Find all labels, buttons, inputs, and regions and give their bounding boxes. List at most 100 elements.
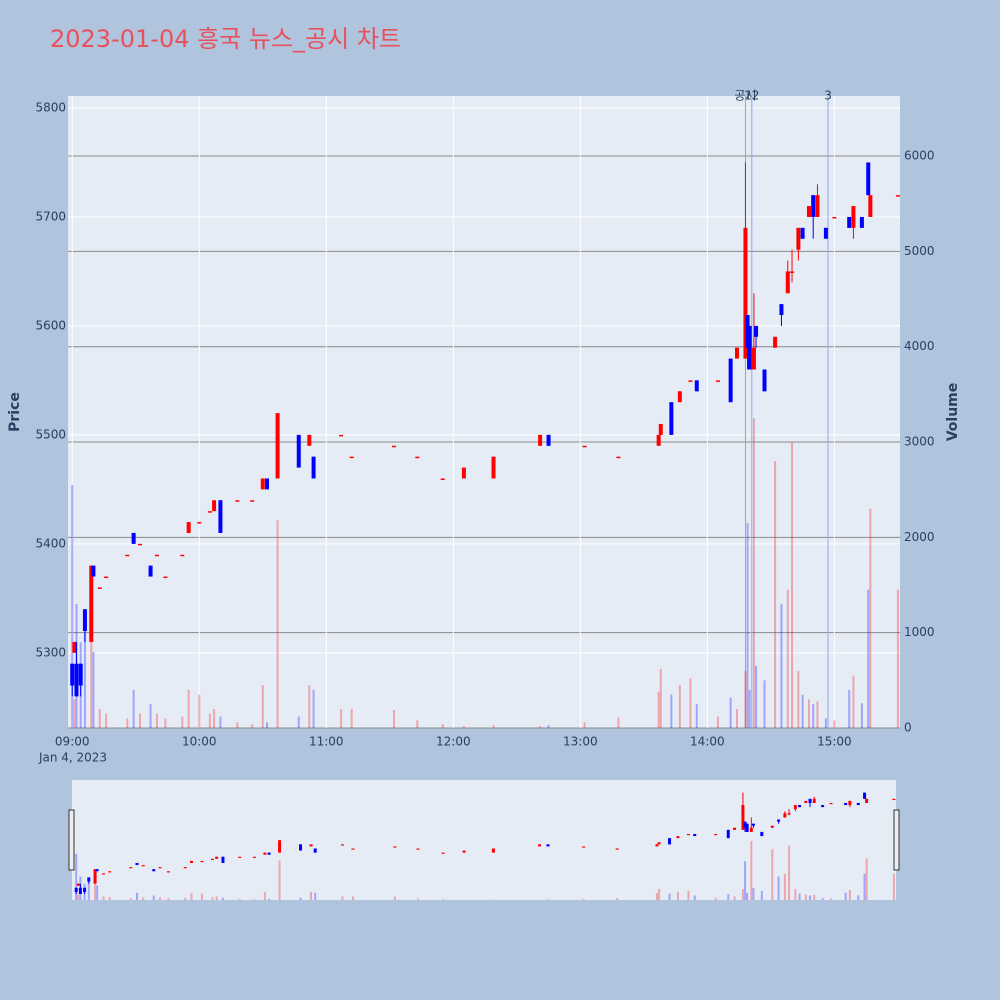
slider-body [351, 848, 355, 850]
volume-bar [812, 704, 815, 728]
candle-body [811, 195, 816, 217]
slider-body [848, 800, 852, 806]
slider-body [829, 802, 833, 805]
slider-body [78, 887, 82, 894]
candle-body [440, 478, 445, 480]
candle-body [137, 543, 142, 546]
candle-body [669, 402, 674, 435]
volume-bar [695, 704, 698, 728]
slider-body [95, 869, 99, 872]
y2-axis-title: Volume [945, 383, 961, 442]
slider-body [777, 819, 781, 822]
candle-body [582, 445, 587, 448]
candle-body [895, 195, 900, 197]
volume-bar [860, 703, 863, 728]
slider-volume [582, 898, 585, 900]
candle-body [715, 380, 720, 382]
slider-volume [546, 899, 549, 900]
slider-volume [159, 897, 162, 900]
candle-body [762, 369, 767, 392]
candle-body [785, 271, 790, 294]
slider-body [441, 852, 445, 854]
candle-body [461, 467, 466, 479]
candle-body [796, 227, 801, 250]
slider-body [787, 813, 791, 815]
slider-body [141, 865, 145, 867]
slider-body [416, 848, 420, 850]
candle-body [656, 434, 661, 446]
volume-bar [763, 680, 766, 728]
candle-body [616, 456, 621, 459]
x-tick-label: 12:00 [436, 735, 471, 749]
candle-body [491, 456, 496, 479]
candle-body [790, 271, 795, 273]
candle-body [747, 325, 752, 370]
slider-volume [777, 876, 780, 900]
candle-body [677, 391, 682, 403]
slider-volume [77, 894, 80, 900]
volume-bar [251, 724, 254, 728]
slider-body [278, 840, 282, 853]
volume-bar [236, 722, 239, 728]
slider-volume [865, 858, 868, 900]
chart-title: 2023-01-04 흥국 뉴스_공시 차트 [50, 25, 401, 53]
annotation-label: 3 [824, 89, 832, 103]
volume-bar [657, 691, 660, 728]
volume-bar [441, 724, 444, 728]
candle-body [728, 358, 733, 403]
slider-volume [668, 893, 671, 900]
slider-body [263, 852, 267, 855]
volume-bar [869, 508, 872, 728]
slider-handle[interactable] [68, 809, 75, 871]
volume-bar [689, 678, 692, 728]
volume-bar [824, 718, 827, 728]
volume-bar [98, 708, 101, 728]
volume-bar [213, 708, 216, 728]
slider-volume [299, 897, 302, 900]
volume-bar [791, 442, 794, 728]
candle-body [180, 554, 185, 557]
slider-body [252, 856, 256, 858]
volume-bar [801, 694, 804, 728]
candle-body [212, 500, 217, 512]
volume-bar [164, 718, 167, 728]
slider-volume [741, 889, 744, 900]
candle-body [131, 532, 136, 544]
y-tick-label: 5700 [35, 209, 66, 223]
volume-bar [659, 668, 662, 728]
candle-body [688, 380, 693, 382]
slider-body [152, 869, 156, 872]
volume-bar [126, 718, 129, 728]
slider-handle[interactable] [893, 809, 900, 871]
slider-body [733, 827, 737, 830]
slider-volume [184, 897, 187, 900]
slider-body [546, 844, 550, 847]
candle-body [806, 206, 811, 217]
volume-bar [71, 484, 74, 728]
volume-bar [187, 689, 190, 728]
slider-volume [616, 898, 619, 900]
candle-body [72, 641, 77, 653]
volume-bar [155, 713, 158, 728]
volume-bar [340, 708, 343, 728]
volume-bar [132, 689, 135, 728]
slider-body [892, 798, 896, 801]
y-tick-label: 5300 [35, 645, 66, 659]
y-axis-title: Price [7, 392, 23, 432]
slider-volume [211, 897, 214, 900]
range-slider[interactable] [72, 780, 896, 900]
candle-body [265, 478, 270, 490]
candle-body [91, 565, 96, 577]
slider-body [190, 860, 194, 863]
candle-body [823, 227, 828, 239]
slider-body [129, 867, 133, 869]
volume-bar [198, 694, 201, 728]
slider-body [183, 867, 187, 869]
candle-body [154, 554, 159, 557]
slider-body [166, 871, 170, 873]
candle-body [851, 206, 856, 228]
candle-body [694, 380, 699, 392]
slider-volume [102, 896, 105, 900]
candle-body [148, 565, 153, 577]
volume-bar [393, 709, 396, 728]
